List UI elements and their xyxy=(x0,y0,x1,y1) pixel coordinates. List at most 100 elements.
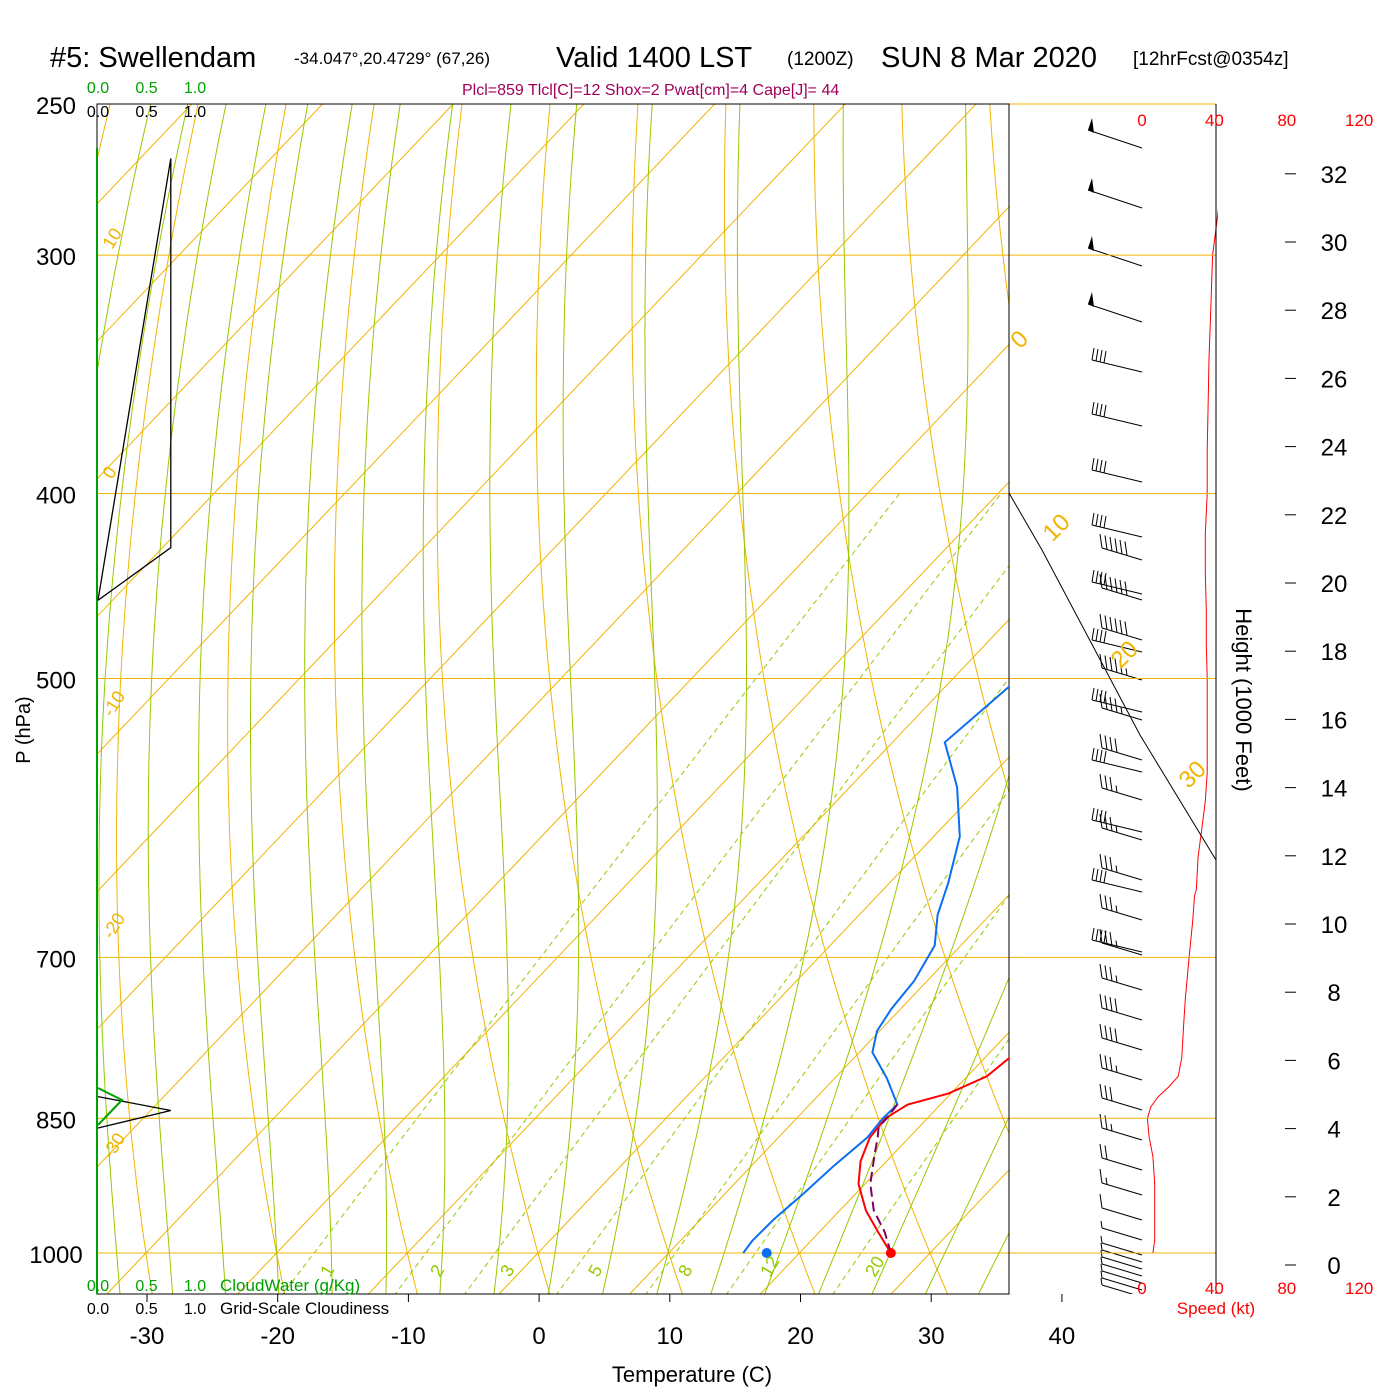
wind-barb-flag xyxy=(1114,738,1118,753)
wind-barb-flag xyxy=(1099,1193,1103,1209)
dry-adiabat-line xyxy=(1162,70,1400,1332)
dry-adiabat-line xyxy=(535,104,683,1294)
wind-barb-flag xyxy=(1104,895,1108,910)
wind-barb-flag xyxy=(1099,571,1103,585)
wind-barb-flag xyxy=(1109,856,1113,872)
pressure-tick-label: 400 xyxy=(36,483,76,510)
height-tick-label: 18 xyxy=(1321,639,1348,666)
wind-barb-flag xyxy=(1099,1168,1103,1184)
dry-adiabat-line xyxy=(989,104,1009,309)
wind-barb-flag xyxy=(1091,627,1095,641)
utc-time: (1200Z) xyxy=(787,49,854,70)
wind-barb-flag xyxy=(1095,748,1099,762)
wind-barb-staff xyxy=(1091,759,1143,773)
wind-barb-staff xyxy=(1101,827,1143,841)
grid-lines xyxy=(97,70,1400,1332)
wind-barb-half xyxy=(1100,1270,1103,1279)
speed-tick-label: 0 xyxy=(1137,111,1146,130)
dry-adiabat-label: -20 xyxy=(98,909,129,942)
pressure-tick-label: 1000 xyxy=(29,1242,82,1269)
wind-barb-flag xyxy=(1099,813,1103,829)
wind-barb-flag xyxy=(1099,693,1103,709)
wind-barb-flag xyxy=(1103,750,1107,764)
wind-barb-flag xyxy=(1109,966,1113,982)
wind-barb-flag xyxy=(1091,747,1095,761)
cloudwater-label: CloudWater (g/Kg) xyxy=(220,1276,360,1295)
isotherm-line xyxy=(760,1031,1009,1294)
wind-barb-staff xyxy=(1101,1284,1134,1294)
wind-barb-flag xyxy=(1124,541,1128,556)
wind-barb-flag xyxy=(1104,855,1108,870)
wind-barb-flag xyxy=(1114,998,1118,1013)
wind-barb-flag xyxy=(1099,963,1103,979)
axis-labels: -30 -20 -10 0 10 20 30 402503004005007008501000… xyxy=(29,80,1373,1350)
wind-barb-staff xyxy=(1101,867,1143,881)
wind-barb-flag xyxy=(1104,1025,1108,1040)
wind-barb-staff xyxy=(1101,1037,1143,1051)
height-tick-label: 20 xyxy=(1321,571,1348,598)
height-tick-label: 22 xyxy=(1321,503,1348,530)
wind-barb-flag xyxy=(1099,1083,1103,1099)
wind-barb-flag xyxy=(1103,350,1107,364)
speed-tick-label: 40 xyxy=(1205,1279,1224,1298)
wind-barb-flag xyxy=(1109,616,1113,632)
height-tick-label: 16 xyxy=(1321,707,1348,734)
speed-tick-label: 80 xyxy=(1277,111,1296,130)
temperature-axis-label: Temperature (C) xyxy=(612,1362,772,1387)
wind-barb-flag xyxy=(1103,930,1107,944)
wind-barb-flag xyxy=(1104,995,1108,1010)
wind-barb-pennant xyxy=(1088,178,1094,193)
mixing-ratio-label: 12 xyxy=(756,1253,783,1280)
wind-barb-flag xyxy=(1095,868,1099,882)
surface-temperature-dot xyxy=(885,1248,896,1258)
wind-barb-flag xyxy=(1099,749,1103,763)
isotherm-line xyxy=(97,104,846,893)
moist-adiabat-line xyxy=(764,104,969,1294)
cloud-tick-label: 1.0 xyxy=(184,104,206,121)
wind-barb-flag xyxy=(1103,690,1107,704)
moist-adiabat-line xyxy=(710,104,850,1294)
cloud-tick-label: 1.0 xyxy=(184,1301,206,1318)
wind-barb-half xyxy=(1100,1256,1103,1265)
wind-barb-half xyxy=(1100,1263,1103,1272)
valid-time: Valid 1400 LST xyxy=(556,42,753,74)
wind-barb-flag xyxy=(1099,733,1103,749)
wind-barb-flag xyxy=(1104,615,1108,630)
speed-tick-label: 80 xyxy=(1277,1279,1296,1298)
wind-barb-half xyxy=(1115,1065,1118,1073)
mixing-ratio-line xyxy=(645,789,1009,1294)
wind-barb-flag xyxy=(1109,896,1113,912)
moist-adiabat-line xyxy=(602,104,658,1294)
wind-speed-profile-line xyxy=(1146,208,1218,1254)
wind-barb-flag xyxy=(1091,867,1095,881)
mixing-ratio-label: 5 xyxy=(584,1261,606,1280)
x-tick-label: -10 xyxy=(391,1323,426,1350)
wind-barb-half xyxy=(1120,706,1123,715)
pressure-tick-label: 300 xyxy=(36,244,76,271)
wind-barb-flag xyxy=(1109,996,1113,1012)
x-tick-label: 0 xyxy=(532,1323,545,1350)
wind-barb-flag xyxy=(1109,696,1113,712)
speed-tick-label: 0 xyxy=(1137,1279,1146,1298)
wind-barb-half xyxy=(1110,1123,1113,1132)
wind-barb-staff xyxy=(1091,413,1143,427)
dry-adiabat-line xyxy=(631,104,816,1294)
cloud-tick-label: 0.5 xyxy=(135,104,157,121)
dry-adiabat-label: -30 xyxy=(98,1129,129,1162)
speed-tick-label: 120 xyxy=(1345,111,1373,130)
wind-barb-flag xyxy=(1091,401,1095,415)
wind-barb-flag xyxy=(1095,458,1099,472)
height-tick-label: 8 xyxy=(1327,980,1340,1007)
dry-adiabat-label: 10 xyxy=(98,225,126,253)
wind-barb-flag xyxy=(1091,347,1095,361)
wind-barb-staff xyxy=(1087,189,1143,209)
moist-adiabat-line xyxy=(361,104,401,1294)
wind-barb-staff xyxy=(1101,787,1143,801)
wind-barb-flag xyxy=(1109,576,1113,592)
wind-barb-flag xyxy=(1099,1023,1103,1039)
wind-barb-flag xyxy=(1095,513,1099,527)
wind-barb-flag xyxy=(1103,572,1107,586)
wind-barb-staff xyxy=(1101,1263,1143,1277)
isotherm-line xyxy=(498,756,1009,1294)
